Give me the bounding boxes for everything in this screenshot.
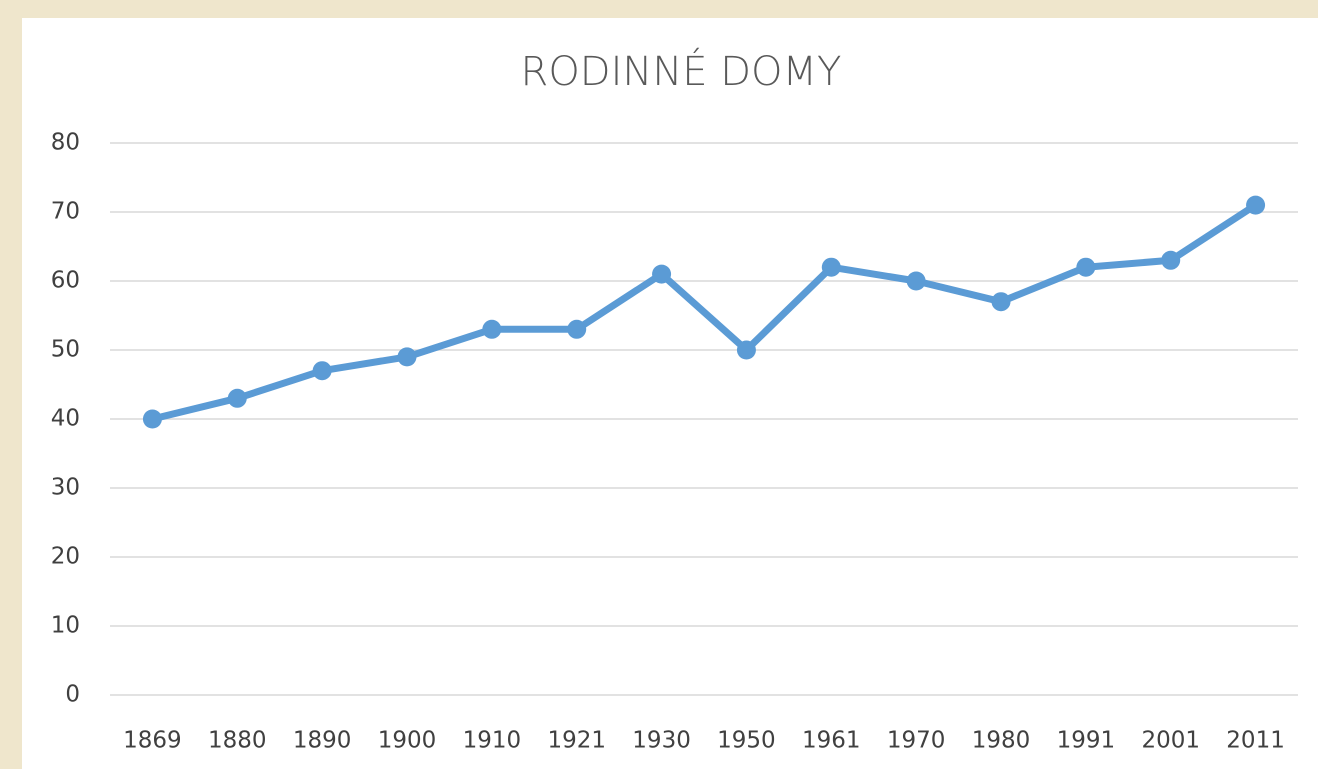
chart-panel <box>22 18 1318 769</box>
data-point <box>821 257 841 277</box>
x-tick-label: 1970 <box>887 728 946 754</box>
x-tick-label: 1910 <box>463 728 522 754</box>
x-tick-label: 1980 <box>972 728 1031 754</box>
x-tick-label: 1991 <box>1057 728 1116 754</box>
data-point <box>736 340 756 360</box>
data-point <box>1246 195 1266 215</box>
data-point <box>142 409 162 429</box>
data-point <box>482 319 502 339</box>
y-tick-label: 30 <box>51 475 80 501</box>
x-tick-label: 2001 <box>1141 728 1200 754</box>
y-tick-label: 80 <box>51 130 80 156</box>
x-tick-label: 1880 <box>208 728 267 754</box>
x-tick-label: 1890 <box>293 728 352 754</box>
y-tick-label: 70 <box>51 199 80 225</box>
chart-title: RODINNÉ DOMY <box>521 47 842 95</box>
data-point <box>397 347 417 367</box>
data-line <box>148 201 1260 423</box>
y-tick-label: 0 <box>65 682 80 708</box>
data-point <box>567 319 587 339</box>
x-tick-label: 1930 <box>632 728 691 754</box>
x-tick-label: 1950 <box>717 728 776 754</box>
x-tick-label: 1900 <box>378 728 437 754</box>
y-tick-label: 20 <box>51 544 80 570</box>
y-tick-label: 50 <box>51 337 80 363</box>
data-point <box>312 361 332 381</box>
x-tick-label: 1921 <box>547 728 606 754</box>
data-point <box>906 271 926 291</box>
data-point <box>1076 257 1096 277</box>
y-tick-label: 60 <box>51 268 80 294</box>
data-point <box>652 264 672 284</box>
x-tick-label: 1869 <box>123 728 182 754</box>
y-tick-label: 40 <box>51 406 80 432</box>
x-tick-label: 1961 <box>802 728 861 754</box>
data-point <box>991 292 1011 312</box>
data-point <box>1161 250 1181 270</box>
x-tick-label: 2011 <box>1226 728 1285 754</box>
data-point <box>227 388 247 408</box>
y-tick-label: 10 <box>51 613 80 639</box>
